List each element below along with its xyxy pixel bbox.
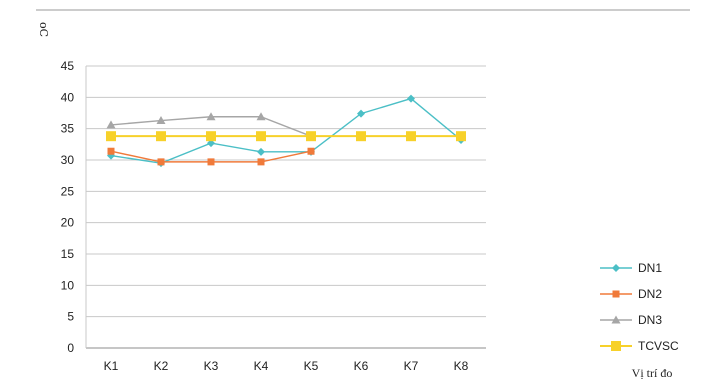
data-point <box>406 131 416 142</box>
y-tick-label: 25 <box>61 184 75 198</box>
x-tick-label: K6 <box>354 359 369 373</box>
legend-marker <box>612 290 620 298</box>
data-point <box>356 131 366 142</box>
data-point <box>107 147 115 155</box>
x-tick-label: K3 <box>204 359 219 373</box>
y-tick-label: 40 <box>61 90 75 104</box>
y-axis-unit-label: oC <box>37 22 50 37</box>
x-tick-label: K5 <box>304 359 319 373</box>
data-point <box>206 112 216 121</box>
data-point <box>106 120 116 129</box>
series-dn2 <box>107 147 315 166</box>
legend-marker <box>611 315 621 324</box>
x-axis-title: Vị trí đo <box>632 366 673 380</box>
series-tcvsc <box>106 131 466 142</box>
legend-label: TCVSC <box>638 339 679 353</box>
data-point <box>156 116 166 125</box>
data-point <box>156 131 166 142</box>
x-tick-label: K4 <box>254 359 269 373</box>
series-line <box>110 97 462 164</box>
y-tick-label: 35 <box>61 122 75 136</box>
data-point <box>257 147 265 156</box>
series-lines <box>106 94 466 168</box>
y-tick-label: 20 <box>61 216 75 230</box>
data-point <box>257 158 265 166</box>
y-tick-labels: 0 5 10 15 20 25 30 35 40 45 <box>61 59 75 355</box>
x-tick-label: K1 <box>104 359 119 373</box>
data-point <box>407 94 415 103</box>
legend-label: DN1 <box>638 261 662 275</box>
legend-label: DN3 <box>638 313 662 327</box>
y-tick-label: 10 <box>61 278 75 292</box>
y-tick-label: 5 <box>67 310 74 324</box>
y-tick-label: 0 <box>67 341 74 355</box>
data-point <box>456 131 466 142</box>
data-point <box>206 131 216 142</box>
y-tick-label: 30 <box>61 153 75 167</box>
legend-marker <box>611 341 621 351</box>
data-point <box>357 109 365 118</box>
x-tick-labels: K1 K2 K3 K4 K5 K6 K7 K8 <box>104 359 469 373</box>
data-point <box>307 147 315 155</box>
data-point <box>256 131 266 142</box>
legend-item-dn3: DN3 <box>600 313 662 327</box>
data-point <box>306 131 316 142</box>
legend-item-tcvsc: TCVSC <box>600 339 679 353</box>
y-tick-label: 45 <box>61 59 75 73</box>
data-point <box>256 112 266 121</box>
x-tick-label: K7 <box>404 359 419 373</box>
data-point <box>106 131 116 142</box>
legend-item-dn2: DN2 <box>600 287 662 301</box>
x-tick-label: K2 <box>154 359 169 373</box>
x-tick-label: K8 <box>454 359 469 373</box>
legend-label: DN2 <box>638 287 662 301</box>
data-point <box>157 158 165 166</box>
y-tick-label: 15 <box>61 247 75 261</box>
gridlines <box>85 65 486 349</box>
data-point <box>207 158 215 166</box>
legend-item-dn1: DN1 <box>600 261 662 275</box>
legend: DN1 DN2 DN3 TCVSC <box>600 261 679 353</box>
legend-marker <box>612 264 620 272</box>
